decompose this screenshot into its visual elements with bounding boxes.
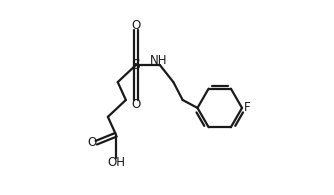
Text: O: O xyxy=(131,98,140,111)
Text: OH: OH xyxy=(108,156,126,169)
Text: F: F xyxy=(244,101,251,114)
Text: O: O xyxy=(88,136,97,149)
Text: O: O xyxy=(131,19,140,32)
Text: NH: NH xyxy=(150,54,168,67)
Text: S: S xyxy=(131,58,140,72)
